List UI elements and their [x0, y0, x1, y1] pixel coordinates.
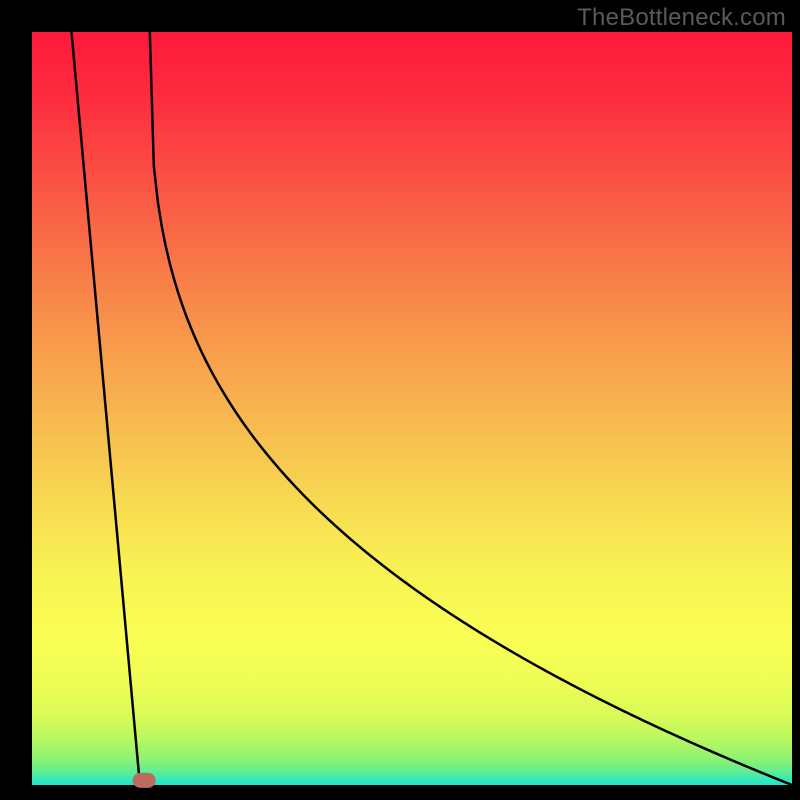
curve-layer — [32, 32, 792, 785]
right-ascending-curve — [150, 32, 792, 785]
plot-area — [32, 32, 792, 785]
minimum-marker — [132, 773, 155, 787]
watermark-text: TheBottleneck.com — [577, 4, 786, 32]
left-descending-curve — [72, 32, 140, 785]
